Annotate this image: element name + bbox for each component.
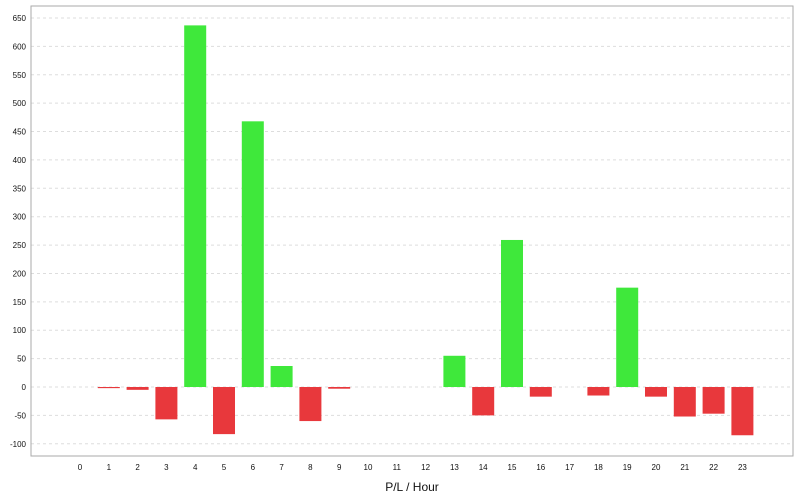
bar-hour-1 bbox=[97, 387, 120, 389]
x-tick-label: 7 bbox=[279, 463, 284, 472]
x-tick-label: 22 bbox=[709, 463, 718, 472]
bar-hour-4 bbox=[184, 25, 207, 387]
x-tick-label: 6 bbox=[251, 463, 256, 472]
bar-hour-21 bbox=[673, 387, 696, 417]
y-tick-label: 50 bbox=[17, 355, 26, 364]
plot-area-frame bbox=[30, 5, 794, 457]
y-tick-label: 400 bbox=[13, 156, 27, 165]
y-tick-label: 450 bbox=[13, 128, 27, 137]
x-tick-label: 14 bbox=[479, 463, 488, 472]
bar-hour-13 bbox=[443, 355, 466, 387]
x-axis-title: P/L / Hour bbox=[385, 480, 439, 494]
x-tick-label: 0 bbox=[78, 463, 83, 472]
x-tick-label: 23 bbox=[738, 463, 747, 472]
bar-hour-8 bbox=[299, 387, 322, 422]
y-tick-label: 300 bbox=[13, 213, 27, 222]
y-tick-label: 0 bbox=[22, 383, 27, 392]
x-tick-label: 1 bbox=[107, 463, 112, 472]
x-axis-tick-labels: 0 1 2 3 4 5 6 7 8 9 10 11 12 13 14 15 16 17 18 19 20 21 22 23 bbox=[78, 463, 748, 472]
x-tick-label: 10 bbox=[364, 463, 373, 472]
x-tick-label: 21 bbox=[680, 463, 689, 472]
x-tick-label: 8 bbox=[308, 463, 313, 472]
x-tick-label: 3 bbox=[164, 463, 169, 472]
y-tick-label: 100 bbox=[13, 326, 27, 335]
y-tick-label: 600 bbox=[13, 42, 27, 51]
x-tick-label: 4 bbox=[193, 463, 198, 472]
y-tick-label: -100 bbox=[10, 440, 27, 449]
bar-hour-23 bbox=[731, 387, 754, 436]
bar-hour-6 bbox=[241, 121, 264, 387]
bar-hour-22 bbox=[702, 387, 725, 414]
x-tick-label: 12 bbox=[421, 463, 430, 472]
bar-hour-5 bbox=[213, 387, 235, 435]
bar-hour-20 bbox=[645, 387, 667, 397]
bar-hour-15 bbox=[501, 239, 523, 387]
y-tick-label: -50 bbox=[14, 411, 26, 420]
bar-hour-19 bbox=[616, 287, 639, 387]
y-tick-label: 150 bbox=[13, 298, 27, 307]
bar-hour-18 bbox=[587, 387, 610, 396]
x-tick-label: 9 bbox=[337, 463, 342, 472]
y-tick-label: 650 bbox=[13, 14, 27, 23]
bar-hour-3 bbox=[155, 387, 178, 420]
bars bbox=[97, 25, 754, 436]
x-tick-label: 15 bbox=[508, 463, 517, 472]
y-tick-label: 350 bbox=[13, 184, 27, 193]
x-tick-label: 20 bbox=[652, 463, 661, 472]
bar-hour-16 bbox=[529, 387, 552, 397]
x-tick-label: 2 bbox=[135, 463, 140, 472]
x-tick-label: 18 bbox=[594, 463, 603, 472]
bar-hour-9 bbox=[328, 387, 351, 389]
y-tick-label: 550 bbox=[13, 71, 27, 80]
x-tick-label: 11 bbox=[393, 463, 402, 472]
x-tick-label: 17 bbox=[565, 463, 574, 472]
bar-hour-14 bbox=[472, 387, 495, 416]
x-tick-label: 5 bbox=[222, 463, 227, 472]
y-tick-label: 250 bbox=[13, 241, 27, 250]
x-tick-label: 16 bbox=[536, 463, 545, 472]
y-axis-tick-labels: -100 -50 0 50 100 150 200 250 300 350 400 450 500 550… bbox=[10, 14, 27, 449]
x-tick-label: 13 bbox=[450, 463, 459, 472]
bar-hour-7 bbox=[270, 365, 293, 387]
x-tick-label: 19 bbox=[623, 463, 632, 472]
gridlines bbox=[31, 17, 793, 445]
y-tick-label: 500 bbox=[13, 99, 27, 108]
y-tick-label: 200 bbox=[13, 269, 27, 278]
bar-hour-2 bbox=[126, 387, 149, 390]
